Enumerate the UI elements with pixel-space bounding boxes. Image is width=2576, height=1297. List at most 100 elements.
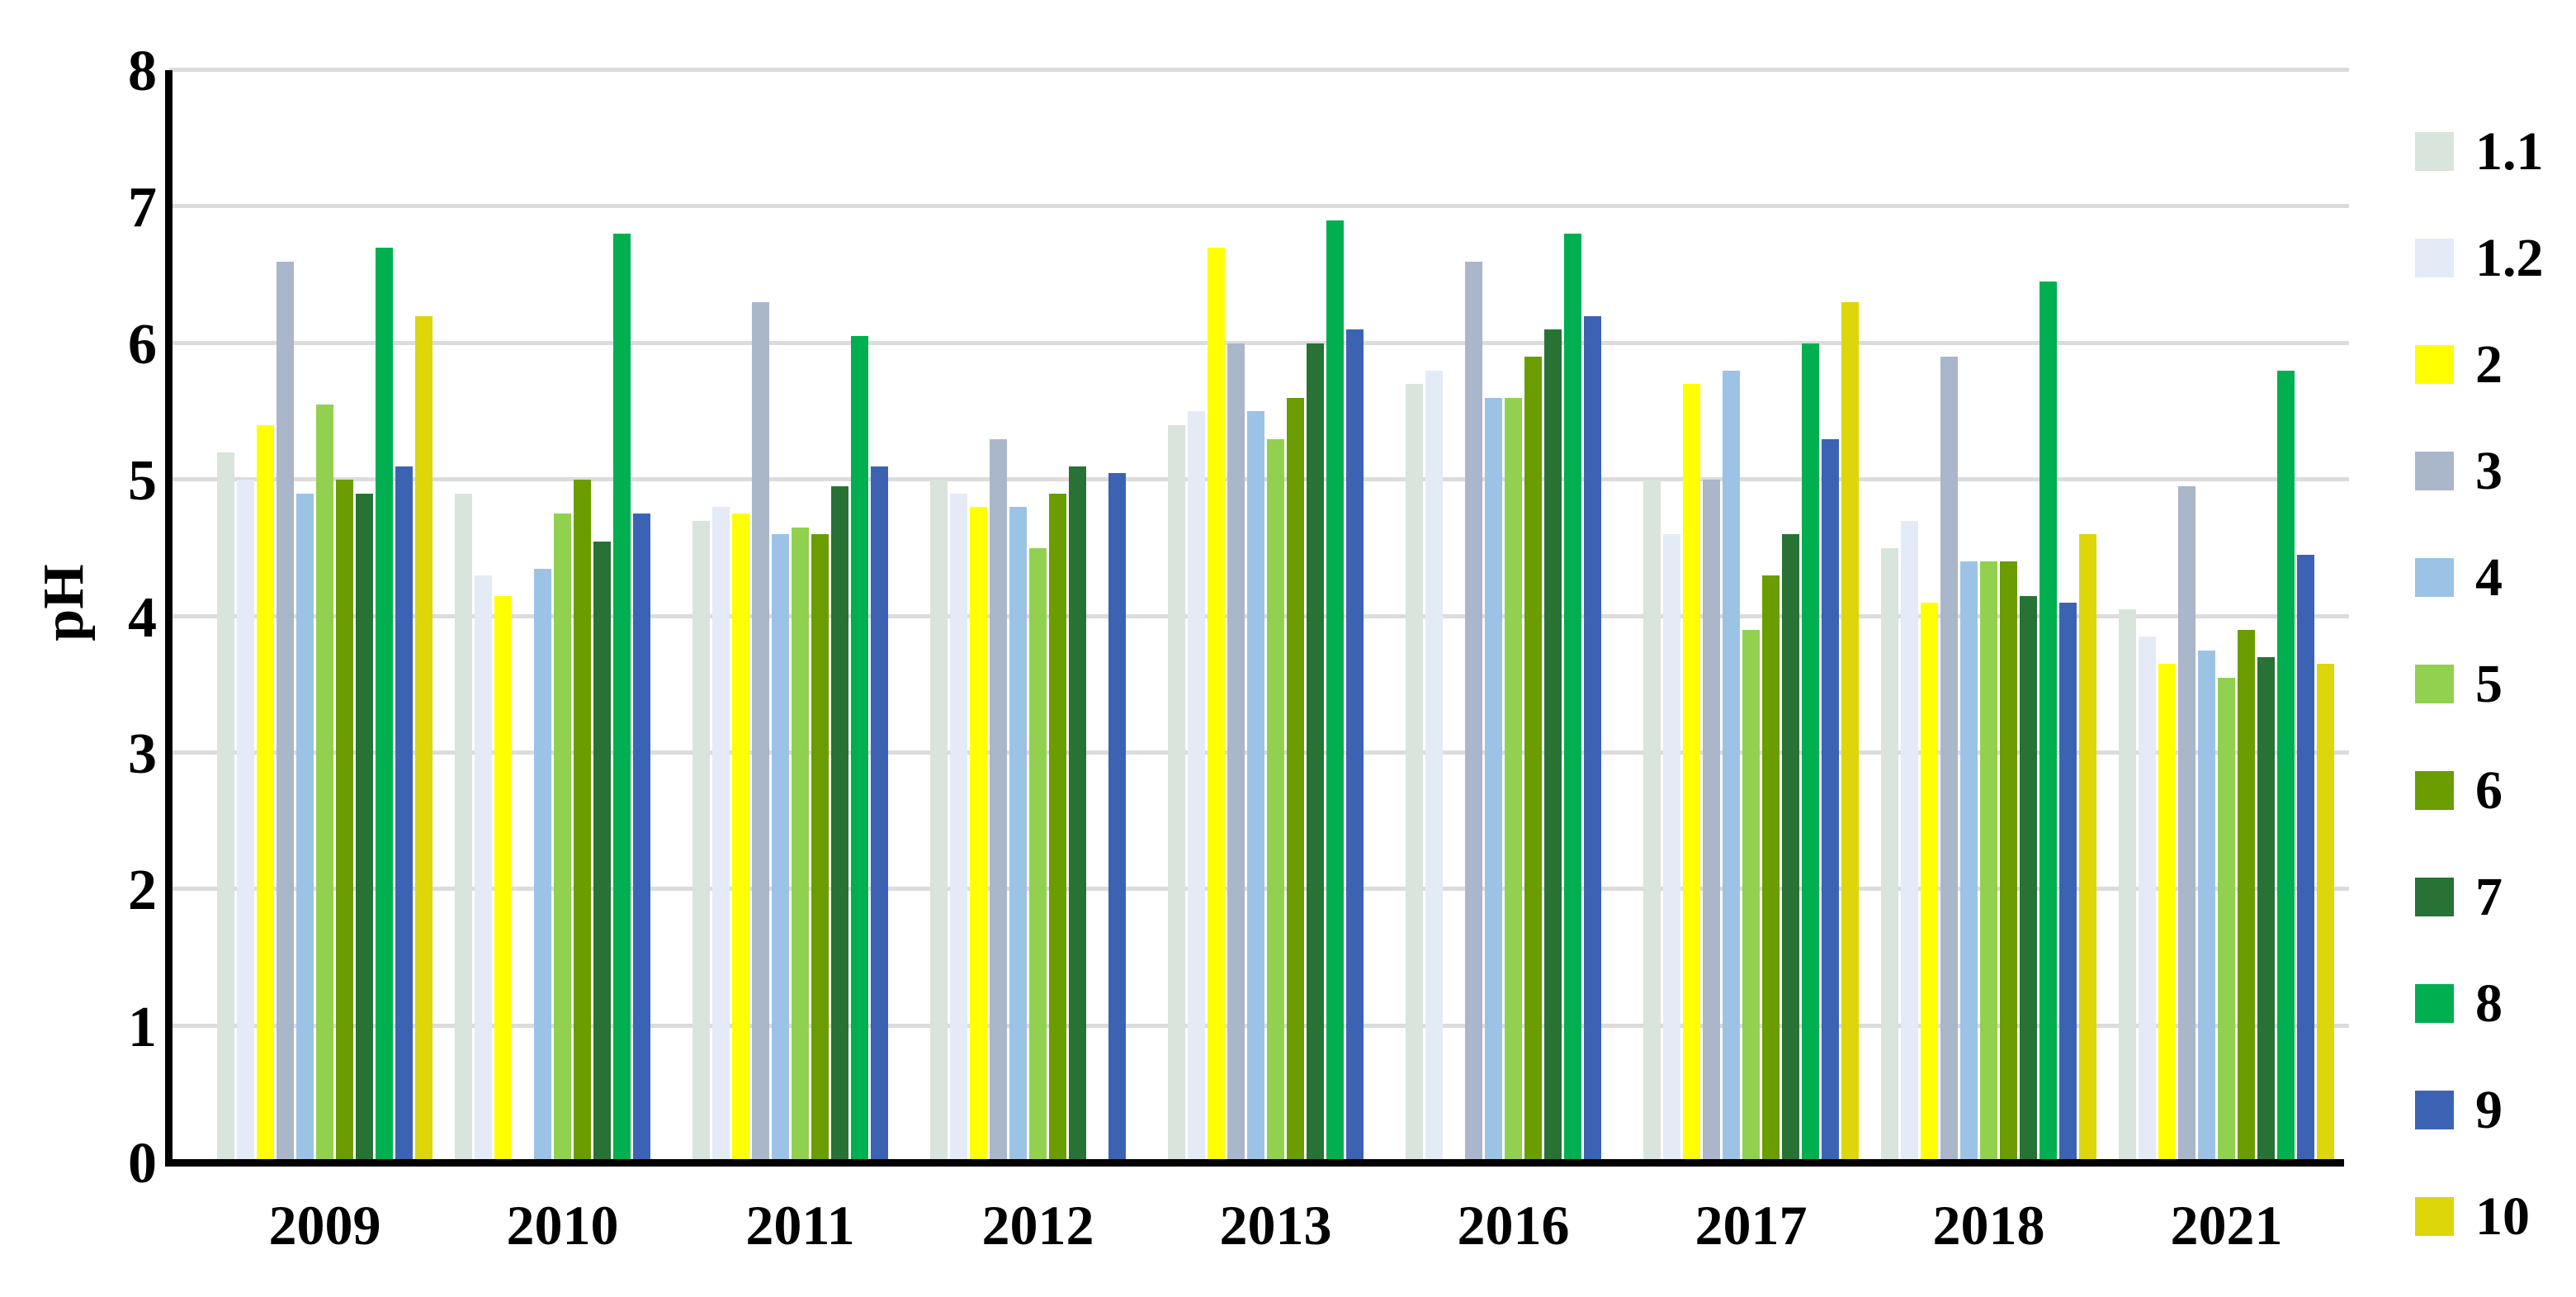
bar-7-2021 bbox=[2257, 657, 2275, 1162]
bar-group-2021: 2021 bbox=[2119, 70, 2334, 1253]
bar-6-2017 bbox=[1762, 575, 1780, 1162]
x-tick-label-2017: 2017 bbox=[1694, 1194, 1808, 1257]
x-tick-label-2016: 2016 bbox=[1457, 1194, 1570, 1257]
bar-6-2018 bbox=[2000, 561, 2017, 1162]
bar-2-2012 bbox=[970, 507, 987, 1162]
bar-3-2013 bbox=[1227, 343, 1245, 1162]
bar-9-2017 bbox=[1822, 439, 1839, 1162]
bar-8-2017 bbox=[1802, 343, 1819, 1162]
legend-label-9: 9 bbox=[2475, 1079, 2503, 1140]
bar-8-2009 bbox=[376, 248, 393, 1162]
x-tick-label-2021: 2021 bbox=[2170, 1194, 2283, 1257]
bar-4-2012 bbox=[1009, 507, 1027, 1162]
legend-label-6: 6 bbox=[2475, 760, 2503, 821]
bar-1.2-2021 bbox=[2139, 637, 2156, 1162]
y-tick-label-1: 1 bbox=[128, 995, 157, 1059]
bar-2-2013 bbox=[1208, 248, 1225, 1162]
bar-4-2017 bbox=[1723, 371, 1740, 1162]
legend-item-7: 7 bbox=[2415, 869, 2544, 924]
bar-1.1-2021 bbox=[2119, 609, 2136, 1162]
legend-item-10: 10 bbox=[2415, 1189, 2544, 1243]
legend: 1.1 1.2 2 3 4 5 6 7 8 9 10 bbox=[2415, 124, 2544, 1243]
bar-10-2021 bbox=[2317, 664, 2334, 1162]
bar-groups: 2009 2010 2011 2012 2013 2016 2017 2018 2021 bbox=[173, 70, 2337, 1253]
bar-1.1-2013 bbox=[1168, 425, 1185, 1162]
bar-4-2009 bbox=[296, 494, 314, 1162]
y-tick-label-5: 5 bbox=[128, 449, 157, 514]
bar-9-2009 bbox=[395, 466, 413, 1162]
bar-3-2012 bbox=[990, 439, 1007, 1162]
bar-7-2017 bbox=[1782, 534, 1799, 1162]
y-tick-label-2: 2 bbox=[128, 859, 157, 923]
bar-5-2018 bbox=[1980, 561, 1997, 1162]
legend-swatch-1.1 bbox=[2415, 132, 2454, 171]
legend-item-1.1: 1.1 bbox=[2415, 124, 2544, 178]
legend-swatch-6 bbox=[2415, 771, 2454, 810]
bar-1.2-2009 bbox=[237, 480, 254, 1162]
bar-5-2017 bbox=[1742, 630, 1760, 1162]
legend-label-1.1: 1.1 bbox=[2475, 121, 2544, 182]
legend-label-3: 3 bbox=[2475, 440, 2503, 501]
x-tick-label-2018: 2018 bbox=[1932, 1194, 2045, 1257]
bar-5-2011 bbox=[792, 528, 809, 1162]
bar-4-2018 bbox=[1960, 561, 1978, 1162]
bar-1.1-2012 bbox=[930, 480, 948, 1162]
bar-7-2013 bbox=[1307, 343, 1324, 1162]
legend-swatch-10 bbox=[2415, 1197, 2454, 1236]
bar-3-2021 bbox=[2178, 486, 2196, 1162]
bar-6-2011 bbox=[811, 534, 829, 1162]
bar-2-2009 bbox=[257, 425, 274, 1162]
bar-9-2010 bbox=[633, 514, 650, 1162]
bar-9-2016 bbox=[1584, 316, 1601, 1162]
bar-4-2010 bbox=[534, 569, 551, 1162]
y-tick-label-0: 0 bbox=[128, 1132, 157, 1195]
legend-swatch-3 bbox=[2415, 452, 2454, 490]
legend-swatch-9 bbox=[2415, 1091, 2454, 1129]
legend-label-8: 8 bbox=[2475, 973, 2503, 1034]
bar-2-2017 bbox=[1683, 384, 1700, 1162]
bar-group-2013: 2013 bbox=[1168, 70, 1383, 1253]
legend-item-1.2: 1.2 bbox=[2415, 230, 2544, 285]
bar-7-2010 bbox=[593, 542, 611, 1162]
legend-label-4: 4 bbox=[2475, 547, 2503, 608]
bar-6-2016 bbox=[1524, 357, 1542, 1162]
bar-1.1-2017 bbox=[1643, 480, 1661, 1162]
bar-8-2021 bbox=[2277, 371, 2295, 1162]
plot-area: 2009 2010 2011 2012 2013 2016 2017 2018 2021 bbox=[169, 68, 2349, 1253]
bar-5-2010 bbox=[554, 514, 571, 1162]
x-axis-line bbox=[165, 1159, 2344, 1167]
x-tick-label-2009: 2009 bbox=[268, 1194, 381, 1257]
bar-2-2021 bbox=[2158, 664, 2176, 1162]
bar-3-2011 bbox=[752, 302, 769, 1162]
bar-8-2011 bbox=[851, 336, 868, 1162]
bar-8-2016 bbox=[1564, 234, 1581, 1162]
legend-label-10: 10 bbox=[2475, 1186, 2530, 1247]
bar-1.1-2018 bbox=[1881, 548, 1898, 1162]
y-tick-label-8: 8 bbox=[128, 40, 157, 103]
legend-label-1.2: 1.2 bbox=[2475, 227, 2544, 288]
x-tick-label-2010: 2010 bbox=[506, 1194, 619, 1257]
bar-group-2018: 2018 bbox=[1881, 70, 2096, 1253]
bar-4-2016 bbox=[1485, 398, 1502, 1162]
bar-1.2-2016 bbox=[1425, 371, 1443, 1162]
bar-8-2018 bbox=[2040, 282, 2057, 1162]
bar-8-2010 bbox=[613, 234, 631, 1162]
legend-swatch-5 bbox=[2415, 665, 2454, 703]
bar-7-2011 bbox=[831, 486, 848, 1162]
bar-2-2011 bbox=[732, 514, 749, 1162]
bar-6-2021 bbox=[2238, 630, 2255, 1162]
bar-6-2012 bbox=[1049, 494, 1066, 1162]
bar-9-2021 bbox=[2297, 555, 2314, 1162]
bar-9-2018 bbox=[2059, 603, 2077, 1162]
x-tick-label-2011: 2011 bbox=[745, 1194, 855, 1257]
bar-6-2013 bbox=[1287, 398, 1304, 1162]
bar-1.1-2009 bbox=[217, 452, 234, 1162]
bar-1.1-2016 bbox=[1406, 384, 1423, 1162]
legend-item-8: 8 bbox=[2415, 976, 2544, 1030]
legend-swatch-2 bbox=[2415, 345, 2454, 384]
bar-10-2009 bbox=[415, 316, 432, 1162]
bar-1.2-2012 bbox=[950, 494, 967, 1162]
bar-group-2012: 2012 bbox=[930, 70, 1146, 1253]
bar-3-2016 bbox=[1465, 262, 1482, 1162]
y-tick-label-3: 3 bbox=[128, 722, 157, 786]
